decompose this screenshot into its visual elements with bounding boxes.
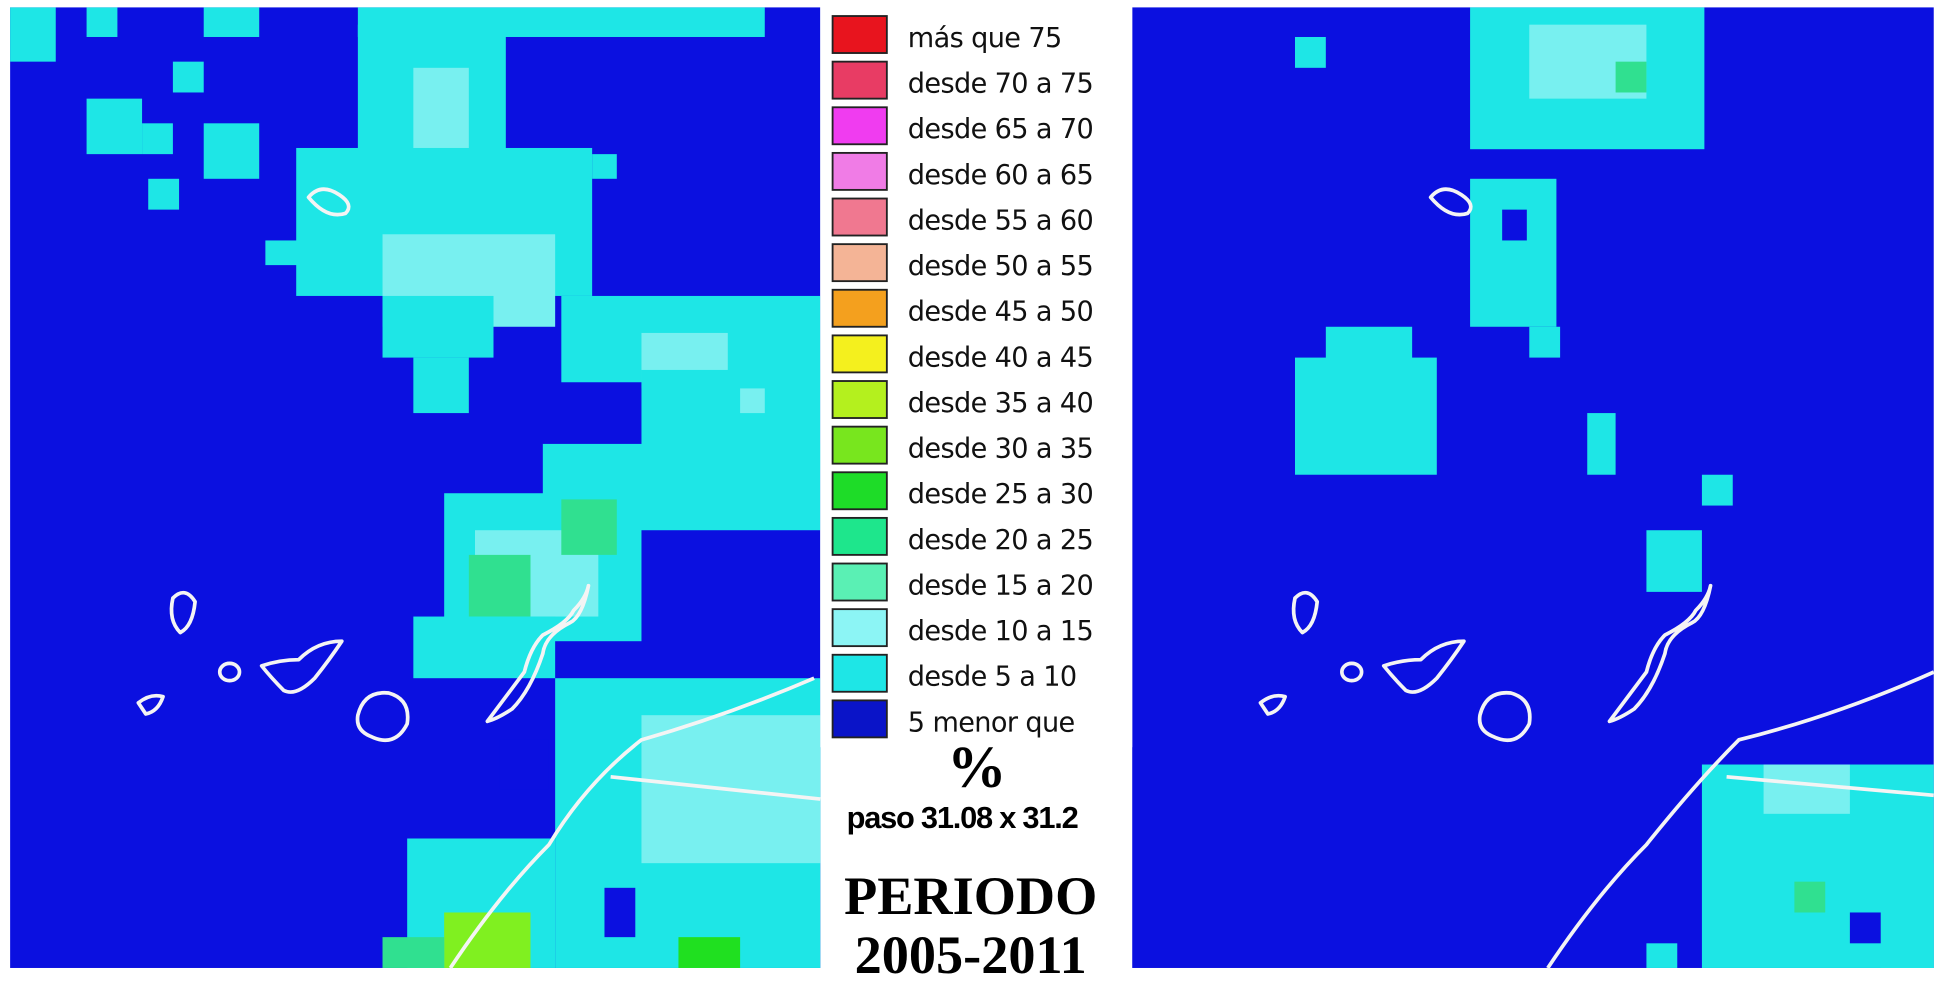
map-cell xyxy=(413,68,468,154)
map-cell xyxy=(204,123,259,178)
legend-swatch xyxy=(833,655,887,692)
legend-label: desde 25 a 30 xyxy=(908,479,1093,510)
legend-swatch xyxy=(833,427,887,464)
map-cell xyxy=(148,179,179,210)
map-cell xyxy=(1702,475,1733,506)
legend-unit: % xyxy=(947,734,1006,800)
map-cell xyxy=(1529,327,1560,358)
period-years: 2005-2011 xyxy=(855,925,1087,984)
map-cell xyxy=(1794,882,1825,913)
map-cell xyxy=(383,296,494,358)
map-cell xyxy=(383,937,445,968)
map-cell xyxy=(1587,413,1615,475)
legend-swatch xyxy=(833,472,887,509)
period-title: PERIODO xyxy=(844,866,1097,926)
map-cell xyxy=(204,7,259,37)
map-cell xyxy=(1850,912,1881,943)
map-cell xyxy=(87,99,142,154)
map-cell xyxy=(1470,179,1556,327)
map-cell xyxy=(265,240,314,265)
legend: más que 75 desde 70 a 75 desde 65 a 70 desd… xyxy=(820,7,1132,747)
map-cell xyxy=(469,555,531,617)
map-cell xyxy=(1646,943,1677,968)
map-cell xyxy=(10,7,56,61)
legend-swatch xyxy=(833,700,887,737)
left-map xyxy=(10,7,820,968)
legend-label: desde 5 a 10 xyxy=(908,662,1077,693)
legend-swatch xyxy=(833,335,887,372)
map-figure: más que 75 desde 70 a 75 desde 65 a 70 desd… xyxy=(0,0,1934,984)
map-cell xyxy=(678,937,740,968)
map-cell xyxy=(530,154,561,179)
legend-label: desde 50 a 55 xyxy=(908,251,1093,282)
legend-swatch xyxy=(833,62,887,99)
legend-label: desde 55 a 60 xyxy=(908,205,1093,236)
map-cell xyxy=(142,123,173,154)
legend-label: desde 45 a 50 xyxy=(908,297,1093,328)
legend-label: desde 60 a 65 xyxy=(908,160,1093,191)
map-cell xyxy=(173,62,204,93)
map-cell xyxy=(1764,765,1850,814)
legend-swatch xyxy=(833,609,887,646)
legend-step: paso 31.08 x 31.2 xyxy=(847,800,1078,835)
legend-label: más que 75 xyxy=(908,23,1062,54)
legend-label: desde 70 a 75 xyxy=(908,69,1093,100)
legend-swatch xyxy=(833,518,887,555)
map-cell xyxy=(740,388,765,413)
legend-label: desde 40 a 45 xyxy=(908,342,1093,373)
right-map xyxy=(1132,7,1934,968)
map-cell xyxy=(561,499,616,554)
legend-swatch xyxy=(833,244,887,281)
legend-swatch xyxy=(833,381,887,418)
map-cell xyxy=(1646,530,1701,592)
legend-swatch xyxy=(833,16,887,53)
legend-label: desde 10 a 15 xyxy=(908,616,1093,647)
legend-label: desde 35 a 40 xyxy=(908,388,1093,419)
legend-label: desde 20 a 25 xyxy=(908,525,1093,556)
map-cell xyxy=(604,888,635,937)
legend-swatch xyxy=(833,107,887,144)
map-cell xyxy=(1881,863,1934,968)
legend-swatch xyxy=(833,199,887,236)
legend-swatch xyxy=(833,153,887,190)
legend-label: desde 65 a 70 xyxy=(908,114,1093,145)
map-cell xyxy=(1502,210,1527,241)
legend-swatch xyxy=(833,564,887,601)
map-cell xyxy=(500,740,549,789)
map-cell xyxy=(413,358,468,413)
legend-swatch xyxy=(833,290,887,327)
legend-label: desde 15 a 20 xyxy=(908,570,1093,601)
map-cell xyxy=(87,7,118,37)
map-cell xyxy=(1295,37,1326,68)
page: { "legend": { "items": [ {"label": "más … xyxy=(0,0,1934,984)
map-cell xyxy=(1295,358,1437,475)
map-cell xyxy=(592,154,617,179)
legend-label: desde 30 a 35 xyxy=(908,434,1093,465)
map-cell xyxy=(1616,62,1647,93)
